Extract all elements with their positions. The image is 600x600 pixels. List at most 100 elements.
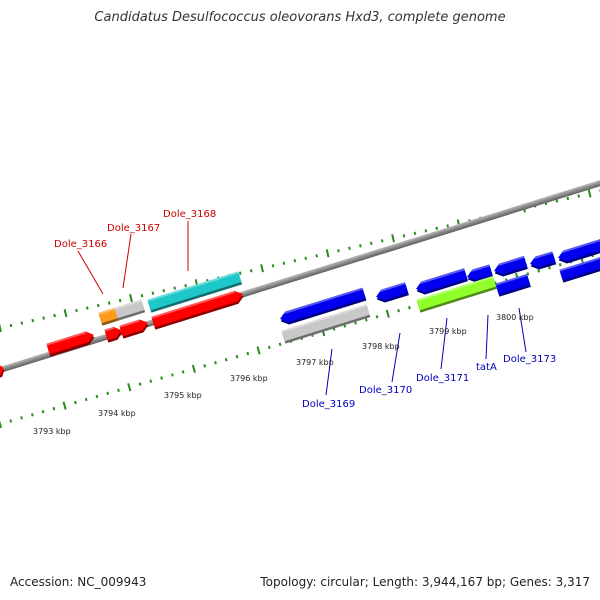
tick-mark (587, 189, 592, 198)
tick-mark (446, 224, 449, 228)
tick-mark (224, 357, 228, 362)
gene-arrow-highlight (278, 287, 363, 314)
tick-mark (391, 234, 395, 243)
gene-arrow-highlight (414, 268, 465, 284)
tick-mark (304, 256, 308, 260)
tick-mark (278, 342, 282, 347)
tick-mark (0, 420, 3, 429)
gene-feature (465, 264, 494, 283)
gene-arrow (376, 282, 409, 301)
tick-mark (402, 234, 406, 238)
map-title: Candidatus Desulfococcus oleovorans Hxd3… (94, 10, 506, 25)
gene-arrow-highlight (119, 319, 141, 328)
tick-mark (577, 194, 581, 198)
label-leader-line (485, 314, 489, 360)
tick-mark (9, 323, 13, 328)
tick-mark (408, 305, 411, 310)
label-leader-line (77, 250, 104, 295)
gene-arrow (0, 363, 4, 377)
tick-mark (348, 246, 351, 251)
scale-labels: 3793 kbp 3794 kbp 3795 kbp 3796 kbp 3797… (33, 313, 534, 436)
gene-feature (414, 268, 469, 295)
gene-feature (119, 319, 149, 339)
gene-feature (0, 363, 5, 379)
gene-labels-top: Dole_3166 Dole_3167 Dole_3168 (54, 209, 216, 250)
tick-mark (315, 254, 318, 258)
gene-arrow (280, 287, 366, 323)
tick-mark (118, 298, 122, 303)
tick-mark (86, 306, 89, 310)
tick-mark (238, 271, 242, 275)
gene-arrow-highlight (114, 299, 142, 310)
gene-arrow (416, 275, 497, 311)
tick-mark (435, 226, 439, 231)
gene-features (0, 237, 600, 379)
gene-arrow (558, 237, 600, 262)
tick-mark (151, 291, 155, 295)
scale-label: 3793 kbp (33, 427, 71, 436)
tick-mark (173, 286, 176, 290)
gene-feature (46, 331, 95, 357)
tick-mark (184, 283, 187, 288)
tick-mark (42, 316, 45, 320)
tick-mark (41, 410, 45, 414)
gene-arrow (98, 307, 119, 324)
gene-arrow (559, 256, 600, 281)
tick-mark (214, 361, 217, 365)
tick-mark (413, 231, 417, 236)
tick-mark (203, 364, 207, 368)
gene-arrow (119, 319, 148, 337)
genome-backbone (0, 176, 600, 379)
tick-mark (566, 196, 570, 201)
tick-mark (260, 264, 264, 273)
tick-mark (364, 318, 368, 322)
tick-mark (9, 419, 13, 423)
tick-mark (385, 309, 390, 318)
gene-arrow-highlight (104, 326, 115, 332)
tick-mark (0, 323, 2, 333)
gene-arrow-highlight (98, 307, 117, 315)
gene-arrow (495, 273, 531, 295)
gene-feature (495, 273, 531, 297)
gene-label-dole-3167: Dole_3167 (107, 223, 160, 234)
tick-mark (526, 272, 530, 276)
gene-labels-bottom: Dole_3169 Dole_3170 Dole_3171 tatA Dole_… (302, 354, 556, 410)
gene-arrow-highlight (465, 264, 490, 272)
gene-feature (416, 275, 497, 313)
tick-mark (337, 249, 340, 253)
gene-arrow (467, 264, 493, 281)
gene-label-dole-3166: Dole_3166 (54, 239, 107, 250)
gene-feature (528, 251, 557, 270)
scale-label: 3799 kbp (429, 327, 467, 336)
label-leader-line (440, 317, 448, 370)
tick-mark (537, 269, 541, 273)
gene-arrow (494, 255, 528, 275)
tick-mark (106, 391, 110, 396)
tick-mark (282, 261, 286, 265)
tick-mark (127, 383, 132, 392)
gene-label-dole-3173: Dole_3173 (503, 354, 556, 365)
tick-mark (548, 266, 551, 270)
label-leader-line (391, 332, 401, 383)
gene-label-dole-3169: Dole_3169 (302, 399, 355, 410)
scale-label: 3800 kbp (496, 313, 534, 322)
tick-mark (75, 308, 78, 313)
gene-arrow-highlight (495, 273, 528, 286)
gene-feature (104, 326, 123, 343)
tick-mark (95, 394, 99, 399)
gene-arrow (281, 304, 370, 342)
gene-arrow-highlight (416, 275, 494, 302)
gene-label-tata: tatA (476, 362, 497, 373)
tick-mark (271, 264, 275, 268)
gene-arrow (46, 331, 94, 355)
tick-mark (191, 364, 196, 373)
tick-mark (84, 397, 88, 402)
tick-mark (52, 406, 56, 411)
tick-mark (380, 239, 384, 243)
gene-arrow-highlight (559, 256, 600, 272)
tick-mark (293, 259, 297, 263)
gene-feature (98, 307, 120, 326)
scale-label: 3794 kbp (98, 409, 136, 418)
gene-arrow (416, 268, 468, 293)
tick-mark (246, 351, 250, 356)
